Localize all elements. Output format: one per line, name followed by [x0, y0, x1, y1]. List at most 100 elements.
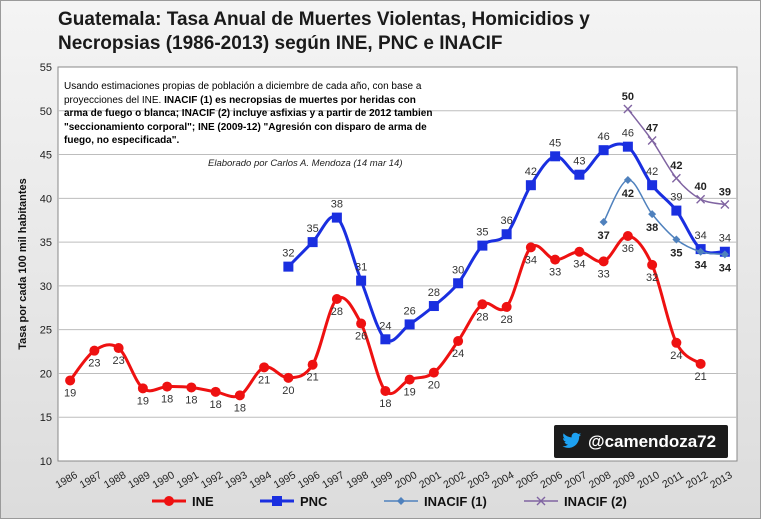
data-label-ine: 18 [234, 402, 246, 414]
data-label-inacif-1: 34 [695, 260, 708, 272]
data-label-ine: 20 [282, 385, 294, 397]
x-tick-label: 1990 [150, 469, 176, 491]
legend-marker-pnc [272, 496, 282, 506]
x-tick-label: 2012 [684, 469, 710, 491]
data-label-ine: 36 [622, 243, 634, 255]
data-point-pnc [647, 180, 658, 191]
x-tick-label: 1986 [53, 469, 79, 491]
data-label-ine: 28 [331, 306, 343, 318]
data-point-ine [331, 294, 342, 305]
x-tick-label: 2006 [538, 469, 564, 491]
x-tick-label: 2002 [441, 469, 467, 491]
legend-label-inacif-2: INACIF (2) [564, 494, 627, 509]
data-point-ine [525, 242, 536, 253]
data-label-ine: 23 [113, 355, 125, 367]
data-point-inacif-1 [648, 210, 657, 219]
data-point-inacif-1 [623, 175, 632, 184]
methodology-note-definitions: INACIF (1) es necropsias de muertes por … [64, 94, 433, 147]
plot-area [57, 66, 738, 462]
data-label-inacif-1: 37 [598, 230, 610, 242]
methodology-note-source: Usando estimaciones propias de población… [64, 81, 422, 106]
data-point-ine [671, 337, 682, 348]
x-tick-label: 1992 [199, 469, 225, 491]
data-point-pnc [622, 141, 633, 152]
data-point-pnc [307, 237, 318, 248]
x-tick-label: 1988 [102, 469, 128, 491]
data-label-ine: 32 [646, 272, 658, 284]
data-label-pnc: 42 [646, 166, 658, 178]
data-point-ine [647, 259, 658, 270]
data-point-ine [186, 382, 197, 393]
data-point-pnc [428, 301, 439, 312]
y-tick-label: 20 [40, 368, 52, 380]
y-tick-label: 35 [40, 237, 52, 249]
x-tick-label: 1993 [223, 469, 249, 491]
data-label-ine: 18 [185, 394, 197, 406]
data-point-inacif-2 [623, 104, 633, 114]
x-tick-label: 1991 [175, 469, 201, 491]
data-label-ine: 18 [161, 394, 173, 406]
data-point-ine [162, 381, 173, 392]
data-label-inacif-2: 39 [719, 186, 731, 198]
data-label-pnc: 35 [476, 227, 488, 239]
x-tick-label: 1994 [247, 469, 273, 491]
twitter-bird-icon [562, 432, 582, 448]
data-label-inacif-2: 42 [670, 160, 682, 172]
data-point-ine [113, 343, 124, 354]
data-point-pnc [574, 169, 585, 180]
data-label-pnc: 46 [622, 128, 634, 140]
legend-label-inacif-1: INACIF (1) [424, 494, 487, 509]
x-tick-label: 2003 [466, 469, 492, 491]
data-point-pnc [404, 319, 415, 330]
y-tick-label: 55 [40, 62, 52, 74]
data-label-ine: 24 [670, 350, 682, 362]
data-label-pnc: 45 [549, 137, 561, 149]
data-point-ine [477, 299, 488, 310]
data-point-ine [380, 385, 391, 396]
x-tick-label: 2000 [393, 469, 419, 491]
y-tick-label: 45 [40, 150, 52, 162]
x-tick-label: 2007 [563, 469, 589, 491]
data-label-pnc: 36 [501, 215, 513, 227]
data-point-pnc [283, 261, 294, 272]
data-point-ine [259, 362, 270, 373]
data-label-ine: 21 [258, 374, 270, 386]
data-point-ine [622, 230, 633, 241]
x-tick-label: 1997 [320, 469, 346, 491]
y-tick-label: 10 [40, 456, 52, 468]
data-point-ine [501, 301, 512, 312]
x-tick-label: 2001 [417, 469, 443, 491]
data-label-pnc: 42 [525, 166, 537, 178]
data-point-pnc [671, 205, 682, 216]
author-credit: Elaborado por Carlos A. Mendoza (14 mar … [208, 158, 403, 169]
data-point-inacif-2 [720, 199, 730, 209]
data-label-ine: 19 [64, 387, 76, 399]
data-point-inacif-1 [696, 247, 705, 256]
data-point-pnc [356, 275, 367, 286]
data-point-ine [428, 367, 439, 378]
data-label-inacif-1: 35 [670, 247, 682, 259]
twitter-handle-badge[interactable]: @camendoza72 [554, 425, 728, 458]
legend-marker-inacif-2 [536, 496, 546, 506]
x-tick-label: 2009 [611, 469, 637, 491]
data-point-ine [65, 375, 76, 386]
data-label-pnc: 32 [282, 248, 294, 260]
data-point-ine [404, 374, 415, 385]
data-point-pnc [331, 212, 342, 223]
data-point-pnc [598, 145, 609, 156]
data-point-pnc [501, 229, 512, 240]
x-tick-label: 1998 [344, 469, 370, 491]
data-label-ine: 18 [379, 398, 391, 410]
data-label-ine: 18 [210, 399, 222, 411]
data-label-ine: 24 [452, 348, 464, 360]
y-tick-label: 30 [40, 281, 52, 293]
data-label-inacif-1: 38 [646, 222, 658, 234]
x-tick-label: 2005 [514, 469, 540, 491]
x-tick-label: 1987 [78, 469, 104, 491]
data-point-inacif-2 [696, 194, 706, 204]
chart-title-line-2: Necropsias (1986-2013) según INE, PNC e … [58, 33, 503, 54]
y-tick-label: 25 [40, 325, 52, 337]
data-label-pnc: 28 [428, 287, 440, 299]
data-point-ine [307, 359, 318, 370]
data-label-inacif-1: 42 [622, 188, 634, 200]
